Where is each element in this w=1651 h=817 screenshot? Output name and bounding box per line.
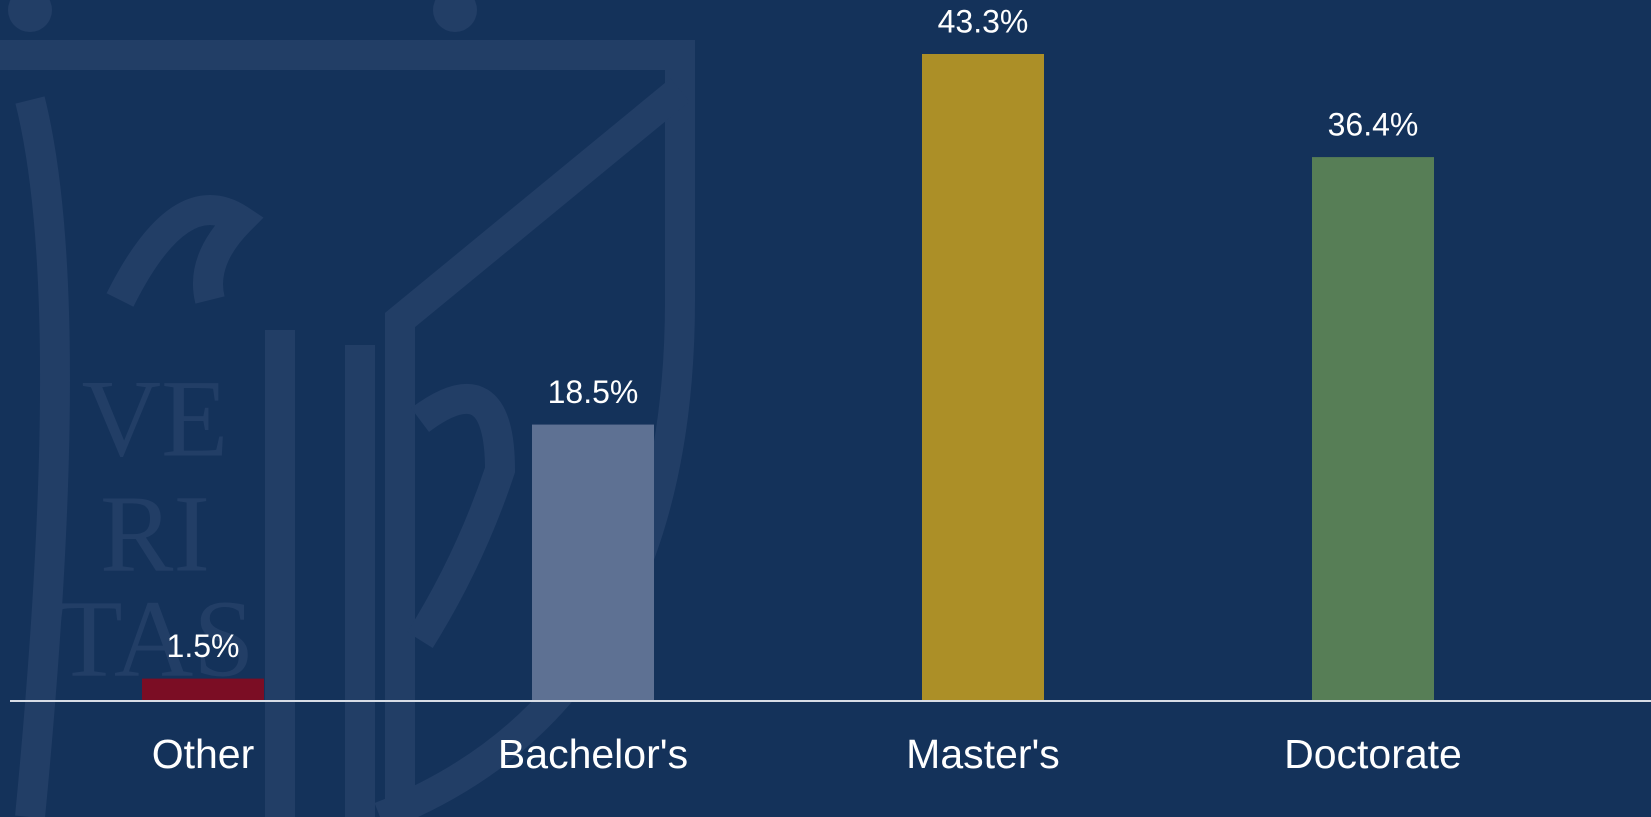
shield-line bbox=[385, 78, 690, 817]
x-tick-label: Other bbox=[152, 731, 255, 777]
bar bbox=[1312, 157, 1434, 701]
x-tick-label: Bachelor's bbox=[498, 731, 688, 777]
bar bbox=[532, 424, 654, 701]
bar bbox=[922, 54, 1044, 701]
value-label: 36.4% bbox=[1328, 107, 1419, 143]
flourish bbox=[106, 195, 264, 307]
value-label: 43.3% bbox=[938, 3, 1029, 39]
book-lines bbox=[15, 96, 375, 817]
ornament bbox=[8, 0, 52, 32]
value-label: 18.5% bbox=[548, 374, 639, 410]
scroll bbox=[407, 383, 516, 648]
watermark-text: RI bbox=[100, 472, 210, 594]
bar bbox=[142, 678, 264, 701]
x-tick-label: Master's bbox=[906, 731, 1060, 777]
watermark: VE RI TAS bbox=[0, 0, 695, 817]
ornament bbox=[433, 0, 477, 32]
watermark-text: VE bbox=[82, 357, 229, 479]
value-label: 1.5% bbox=[167, 628, 240, 664]
x-tick-label: Doctorate bbox=[1284, 731, 1462, 777]
